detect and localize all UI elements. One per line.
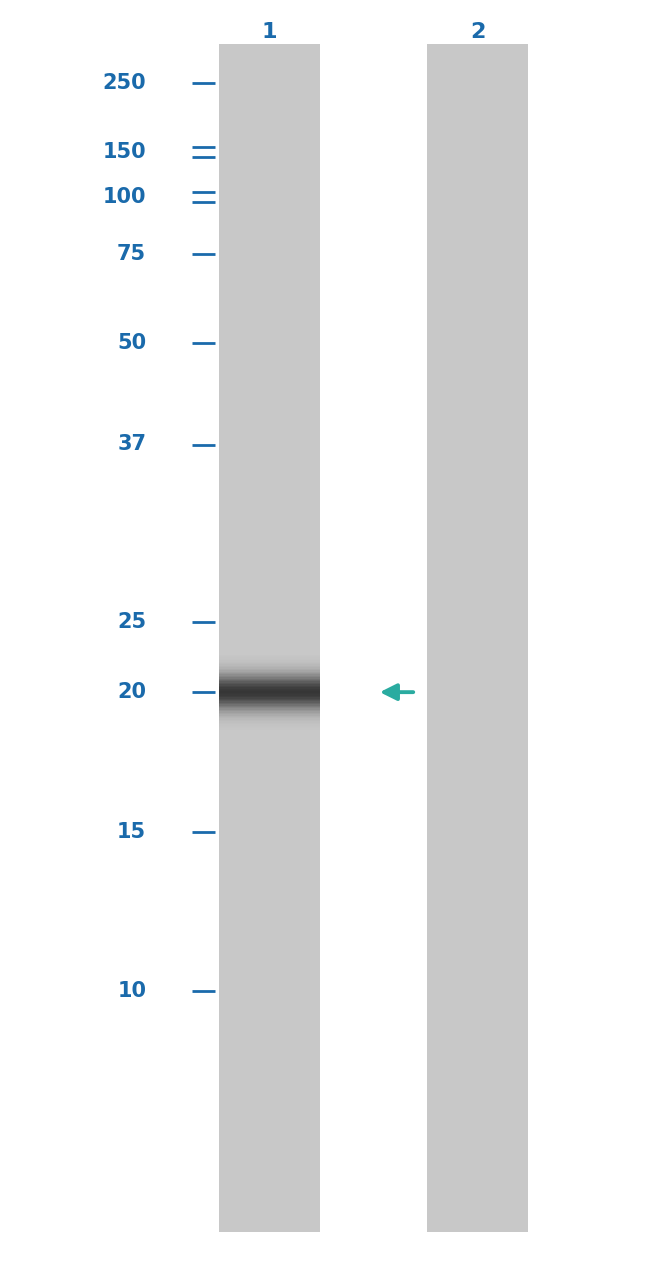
Text: 75: 75 xyxy=(117,244,146,264)
Text: 2: 2 xyxy=(470,22,486,42)
Bar xyxy=(428,44,528,1232)
Text: 1: 1 xyxy=(262,22,278,42)
Bar xyxy=(219,44,320,1232)
Text: 50: 50 xyxy=(117,333,146,353)
Text: 150: 150 xyxy=(103,142,146,163)
Text: 20: 20 xyxy=(117,682,146,702)
Text: 100: 100 xyxy=(103,187,146,207)
Text: 37: 37 xyxy=(117,434,146,455)
Text: 10: 10 xyxy=(117,980,146,1001)
Text: 15: 15 xyxy=(117,822,146,842)
Text: 25: 25 xyxy=(117,612,146,632)
Text: 250: 250 xyxy=(103,72,146,93)
